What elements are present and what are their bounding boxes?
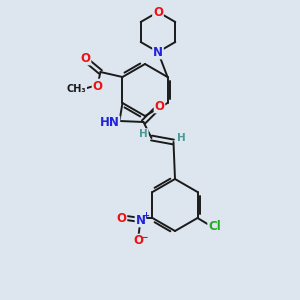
Text: O: O (92, 80, 103, 92)
Text: O: O (116, 212, 127, 224)
Text: O: O (80, 52, 91, 64)
Text: O: O (134, 235, 143, 248)
Text: +: + (142, 211, 149, 220)
Text: O: O (154, 100, 164, 112)
Text: H: H (177, 133, 186, 143)
Text: CH₃: CH₃ (67, 84, 86, 94)
Text: N: N (153, 46, 163, 59)
Text: H: H (139, 129, 148, 139)
Text: HN: HN (100, 116, 119, 130)
Text: N: N (136, 214, 146, 226)
Text: Cl: Cl (208, 220, 221, 233)
Text: O: O (153, 5, 163, 19)
Text: −: − (140, 233, 147, 242)
